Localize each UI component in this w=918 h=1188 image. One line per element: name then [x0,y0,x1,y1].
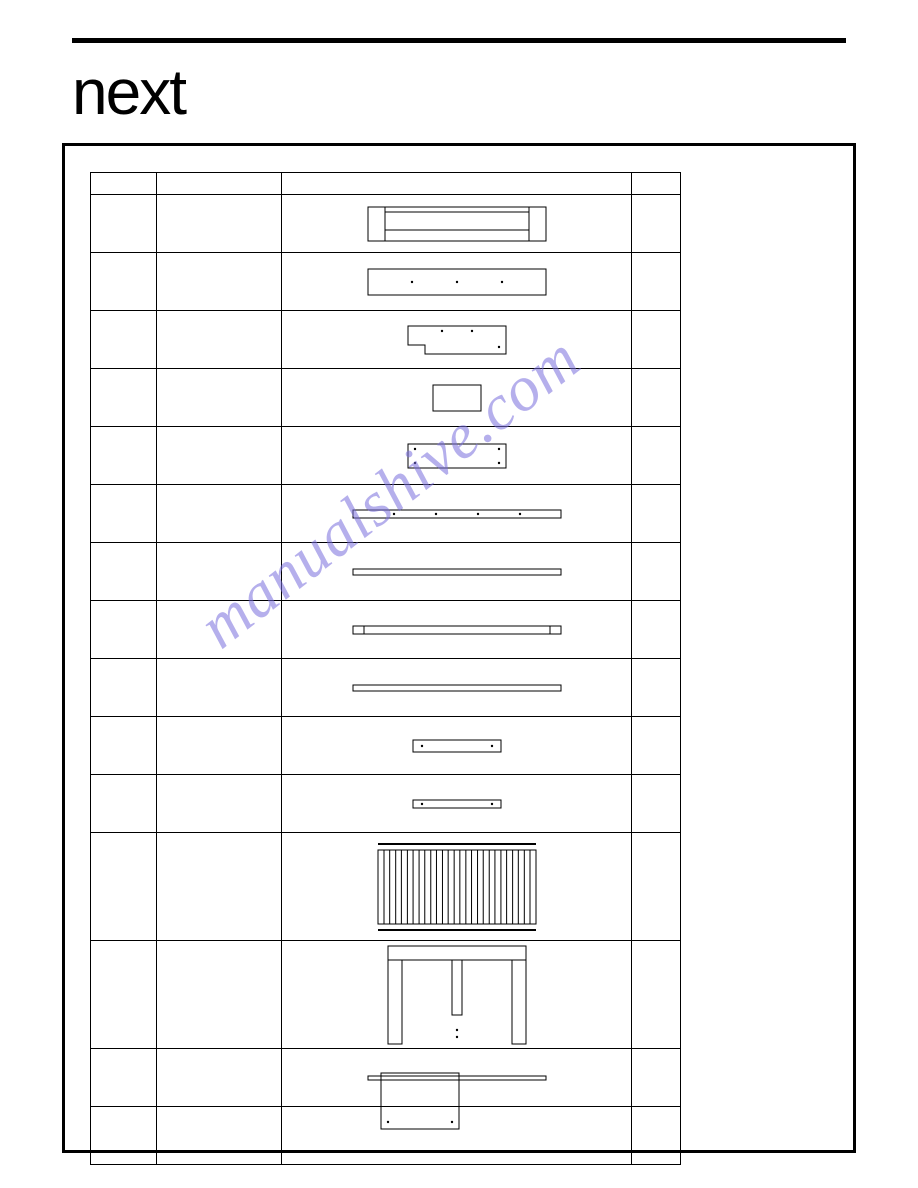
cell-col4 [632,195,681,253]
table-row [91,427,681,485]
table-row [91,485,681,543]
cell-col1 [91,427,157,485]
cell-col4 [632,253,681,311]
table-row [91,543,681,601]
cell-col2 [157,369,282,427]
cell-col2 [157,253,282,311]
cell-col1 [91,717,157,775]
part-diagram-cell [282,601,632,659]
cell-col2 [157,659,282,717]
cell-col2 [157,1049,282,1107]
part-diagram-cell [282,427,632,485]
cell-col2 [157,775,282,833]
table-row [91,833,681,941]
cell-col2 [157,543,282,601]
cell-col4 [632,717,681,775]
cell-col2 [157,485,282,543]
cell-col4 [632,485,681,543]
part-diagram-cell [282,253,632,311]
part-diagram-cell [282,659,632,717]
part-diagram-cell [282,311,632,369]
cell-col2 [157,195,282,253]
cell-col2 [157,427,282,485]
cell-col1 [91,311,157,369]
cell-col1 [91,775,157,833]
part-diagram-cell [282,543,632,601]
cell-col1 [91,195,157,253]
cell-col1 [91,941,157,1049]
table-row [91,195,681,253]
cell-col1 [91,253,157,311]
cell-col2 [157,311,282,369]
table-row [91,659,681,717]
cell-col1 [91,485,157,543]
brand-logo: next [72,55,185,129]
cell-col2 [157,717,282,775]
table-header-row [91,173,681,195]
parts-table [90,172,681,1165]
table-row [91,717,681,775]
cell-col1 [91,1049,157,1107]
cell-col4 [632,1049,681,1107]
cell-col4 [632,369,681,427]
cell-col4 [632,833,681,941]
cell-col4 [632,941,681,1049]
part-diagram-cell [282,717,632,775]
part-diagram-cell [282,369,632,427]
part-diagram-cell [282,775,632,833]
part-diagram-cell [282,485,632,543]
cell-col1 [91,833,157,941]
cell-col2 [157,833,282,941]
cell-col4 [632,601,681,659]
table-row [91,369,681,427]
cell-col1 [91,543,157,601]
cell-col1 [91,601,157,659]
table-row [91,601,681,659]
part-diagram-float [380,1072,460,1130]
cell-col4 [632,543,681,601]
table-row [91,311,681,369]
cell-col4 [632,659,681,717]
table-row [91,941,681,1049]
table-row [91,775,681,833]
cell-col2 [157,941,282,1049]
cell-col4 [632,775,681,833]
part-diagram-cell [282,195,632,253]
cell-col2 [157,601,282,659]
cell-col4 [632,311,681,369]
cell-col1 [91,369,157,427]
cell-col4 [632,427,681,485]
part-diagram-cell [282,941,632,1049]
table-row [91,253,681,311]
cell-col1 [91,659,157,717]
page-top-rule [72,38,846,43]
part-diagram-cell [282,833,632,941]
